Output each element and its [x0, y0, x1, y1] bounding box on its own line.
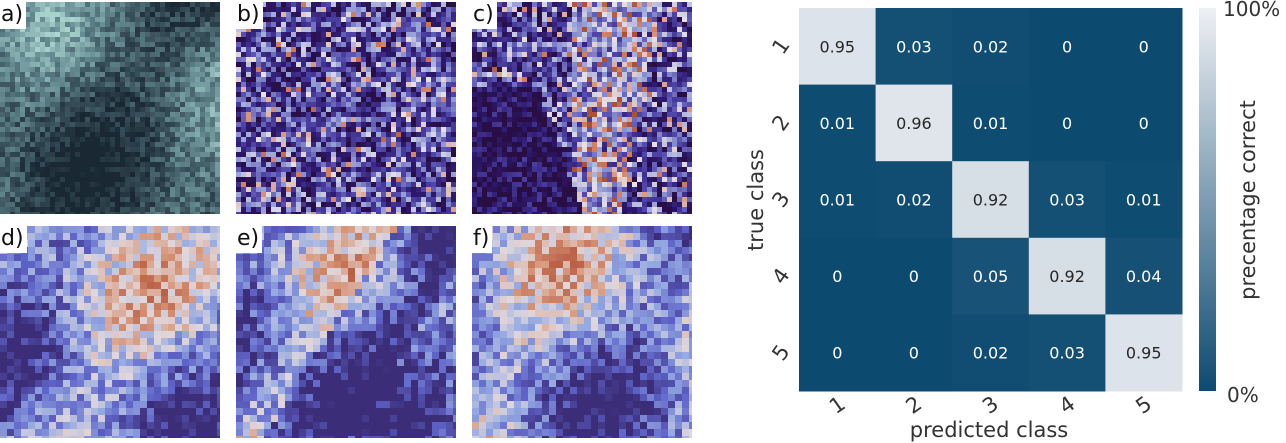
cell-value-label: 0.03 — [1049, 344, 1085, 363]
cell-value-label: 0 — [1139, 114, 1149, 133]
cell-value-label: 0.95 — [819, 37, 855, 56]
x-tick-label: 4 — [1055, 391, 1080, 418]
colorbar — [1199, 8, 1216, 391]
heatmap-cell — [875, 84, 953, 162]
cell-value-label: 0.01 — [973, 114, 1009, 133]
heatmap-cell — [1028, 84, 1106, 162]
heatmap-cell — [1028, 8, 1106, 86]
image-panel-2: b) — [236, 2, 456, 214]
panel-texture — [236, 2, 456, 214]
cell-value-label: 0.03 — [896, 37, 932, 56]
panel-texture — [0, 226, 220, 438]
cell-value-label: 0.01 — [819, 114, 855, 133]
image-panel-6: f) — [472, 226, 692, 438]
heatmap-cell — [1105, 314, 1183, 392]
heatmap-cell — [1028, 237, 1106, 315]
x-tick-label: 3 — [978, 391, 1003, 418]
panel-texture — [472, 2, 692, 214]
panel-label: b) — [236, 2, 263, 29]
y-tick-label: 4 — [767, 264, 794, 289]
cell-value-label: 0.02 — [896, 191, 932, 210]
heatmap-cell — [799, 237, 877, 315]
panel-label: c) — [472, 2, 497, 29]
heatmap-cell — [1105, 84, 1183, 162]
heatmap-cell — [875, 314, 953, 392]
cell-value-label: 0.05 — [973, 267, 1009, 286]
cell-value-label: 0 — [909, 344, 919, 363]
cell-value-label: 0.95 — [1126, 344, 1162, 363]
heatmap-cell — [799, 84, 877, 162]
heatmap-cell-labels: 0.95 0.03 0.02 0 0 0.01 0.96 0.01 0 0 0.01 0.02 0.92… — [819, 37, 1161, 362]
y-tick-label: 5 — [767, 340, 794, 365]
heatmap-cell — [875, 161, 953, 239]
panel-label: e) — [236, 226, 263, 253]
heatmap-cell — [875, 8, 953, 86]
image-panel-1: a) — [0, 2, 220, 214]
colorbar-max-label: 100% — [1223, 0, 1280, 21]
x-tick-label: 5 — [1131, 391, 1156, 418]
y-axis-label: true class — [744, 149, 768, 251]
cell-value-label: 0.04 — [1126, 267, 1162, 286]
colorbar-min-label: 0% — [1227, 383, 1259, 407]
panel-label: d) — [0, 226, 27, 253]
cell-value-label: 0.03 — [1049, 191, 1085, 210]
cell-value-label: 0 — [832, 267, 842, 286]
x-tick-label: 2 — [902, 391, 927, 418]
heatmap-cell — [952, 237, 1030, 315]
cell-value-label: 0 — [909, 267, 919, 286]
heatmap-cell — [799, 161, 877, 239]
cell-value-label: 0 — [832, 344, 842, 363]
heatmap-cell — [1028, 314, 1106, 392]
cell-value-label: 0.02 — [973, 344, 1009, 363]
heatmap-cell — [1028, 161, 1106, 239]
heatmap-cell — [799, 314, 877, 392]
x-tick-label: 1 — [825, 391, 850, 418]
y-tick-label: 2 — [767, 111, 794, 136]
cell-value-label: 0 — [1062, 37, 1072, 56]
cell-value-label: 0.02 — [973, 37, 1009, 56]
cell-value-label: 0 — [1062, 114, 1072, 133]
y-tick-label: 1 — [767, 34, 794, 59]
cell-value-label: 0 — [1139, 37, 1149, 56]
heatmap-cell — [875, 237, 953, 315]
cell-value-label: 0.96 — [896, 114, 932, 133]
image-panel-3: c) — [472, 2, 692, 214]
colorbar-label: precentage correct — [1236, 100, 1260, 300]
heatmap-cell — [952, 314, 1030, 392]
image-panel-5: e) — [236, 226, 456, 438]
panel-label: f) — [472, 226, 493, 253]
heatmap-cell — [1105, 8, 1183, 86]
cell-value-label: 0.92 — [973, 191, 1009, 210]
heatmap-cells — [799, 8, 1183, 392]
y-tick-labels: 1 2 3 4 5 — [767, 34, 794, 365]
image-panel-4: d) — [0, 226, 220, 438]
cell-value-label: 0.01 — [819, 191, 855, 210]
y-tick-label: 3 — [767, 187, 794, 212]
panel-texture — [0, 2, 220, 214]
cell-value-label: 0.92 — [1049, 267, 1085, 286]
x-tick-labels: 1 2 3 4 5 — [825, 391, 1156, 418]
heatmap-cell — [952, 161, 1030, 239]
heatmap-cell — [952, 84, 1030, 162]
heatmap-cell — [1105, 237, 1183, 315]
panel-label: a) — [0, 2, 27, 29]
heatmap-cell — [1105, 161, 1183, 239]
x-axis-label: predicted class — [910, 418, 1068, 442]
heatmap-cell — [799, 8, 877, 86]
cell-value-label: 0.01 — [1126, 191, 1162, 210]
heatmap-cell — [952, 8, 1030, 86]
